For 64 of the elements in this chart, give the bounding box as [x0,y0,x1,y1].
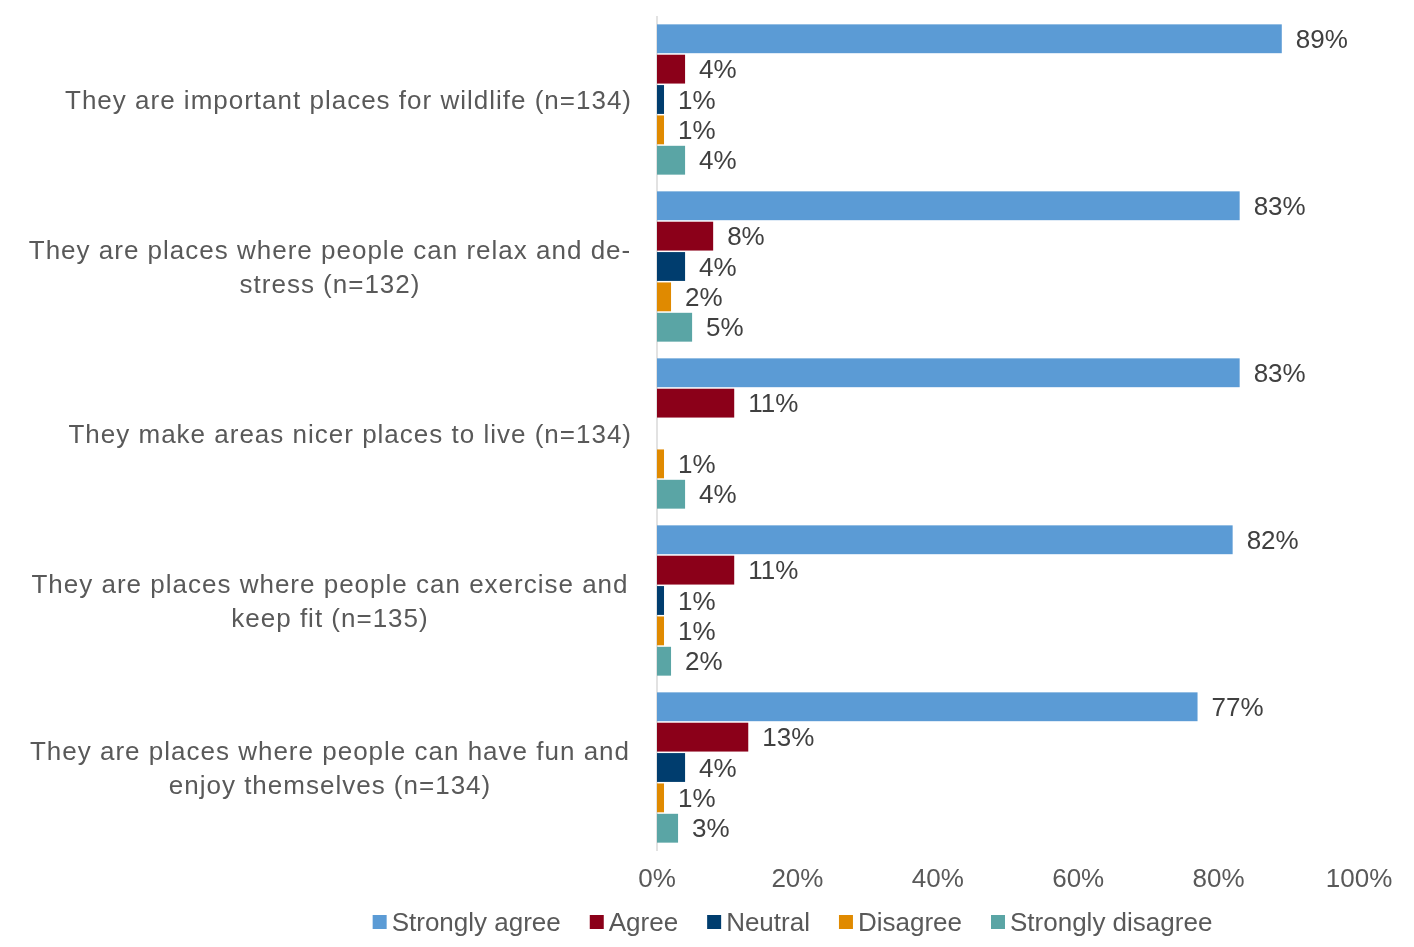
bar [657,783,665,813]
bar [657,449,665,479]
data-label: 13% [762,722,815,753]
data-label: 77% [1211,691,1264,722]
data-label: 1% [678,84,716,115]
legend-label: Strongly agree [391,907,561,937]
x-tick-label: 80% [1192,863,1245,893]
x-tick-label: 0% [638,863,676,893]
bar [657,555,735,585]
data-label: 83% [1253,190,1306,221]
bar [657,388,735,418]
y-tick-label: They are important places for wildlife (n=134) [65,84,632,115]
data-label: 1% [678,448,716,479]
data-label: 2% [685,646,723,677]
y-tick-label: They are places where people can relax and de-stress (n=132) [28,234,632,299]
bar [657,586,665,615]
data-label: 1% [678,585,716,616]
bar [657,85,665,114]
bar [657,722,749,752]
legend-label: Strongly disagree [1010,907,1213,937]
bar [657,646,672,676]
x-tick-label: 40% [911,863,964,893]
bar [657,191,1240,221]
bar [657,221,714,251]
bar [657,282,672,312]
y-tick-label: They are places where people can have fun and enjoy themselves (n=134) [29,735,631,800]
data-label: 82% [1246,524,1299,555]
legend-label: Disagree [857,907,963,937]
data-label: 3% [692,813,730,844]
bar [657,145,686,175]
y-tick-label: They are places where people can exercise and keep fit (n=135) [31,568,629,633]
data-label: 4% [699,145,737,176]
x-tick-label: 100% [1325,863,1393,893]
bar [657,312,693,342]
data-label: 1% [678,114,716,145]
data-label: 5% [706,312,744,343]
data-label: 11% [748,388,799,419]
bar [657,692,1198,722]
bar [657,24,1282,54]
data-label: 1% [678,615,716,646]
data-label: 4% [699,752,737,783]
data-label: 89% [1295,23,1348,54]
x-tick-label: 20% [771,863,824,893]
bar [657,813,679,843]
x-tick-label: 60% [1052,863,1105,893]
bar [657,616,665,646]
data-label: 2% [685,281,723,312]
bar [657,115,665,145]
bar [657,479,686,509]
bar [657,54,686,84]
data-label: 8% [727,221,765,252]
data-label: 4% [699,251,737,282]
data-label: 83% [1253,357,1306,388]
bar [657,358,1240,388]
data-label: 1% [678,782,716,813]
bar [657,753,686,782]
data-label: 4% [699,479,737,510]
legend-label: Neutral [726,907,810,937]
bar [657,252,686,281]
data-label: 11% [748,555,799,586]
y-tick-label: They make areas nicer places to live (n=134) [68,418,632,449]
data-label: 4% [699,54,737,85]
legend-label: Agree [608,907,679,937]
bar [657,525,1233,555]
